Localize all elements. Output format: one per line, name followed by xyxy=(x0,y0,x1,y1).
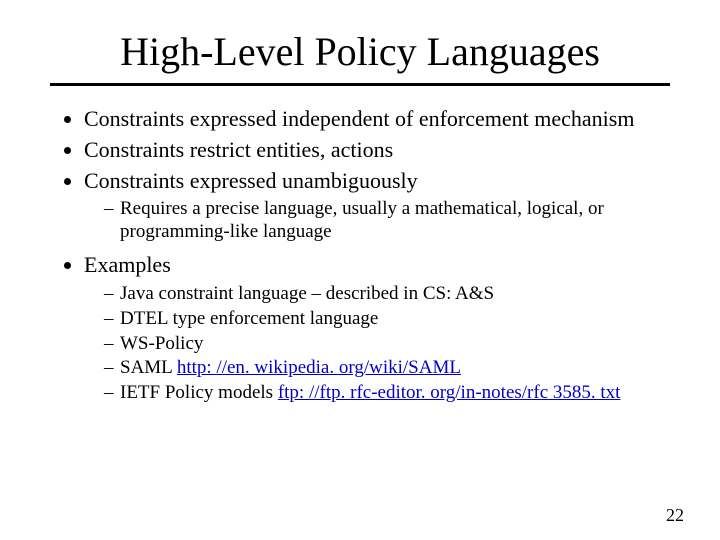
sub-bullet-text: SAML xyxy=(120,357,177,378)
sub-bullet-item: Requires a precise language, usually a m… xyxy=(104,198,670,244)
sub-bullet-text: IETF Policy models xyxy=(120,382,278,403)
bullet-text: Constraints expressed unambiguously xyxy=(84,168,418,193)
slide-title: High-Level Policy Languages xyxy=(50,28,670,75)
sub-bullet-item: IETF Policy models ftp: //ftp. rfc-edito… xyxy=(104,382,670,405)
slide: High-Level Policy Languages Constraints … xyxy=(0,0,720,540)
bullet-item: Constraints expressed independent of enf… xyxy=(84,106,670,133)
sub-bullet-item: SAML http: //en. wikipedia. org/wiki/SAM… xyxy=(104,357,670,380)
bullet-text: Examples xyxy=(84,252,171,277)
page-number: 22 xyxy=(666,505,684,526)
sub-bullet-list: Requires a precise language, usually a m… xyxy=(84,198,670,244)
bullet-list: Constraints expressed independent of enf… xyxy=(50,106,670,405)
bullet-item: Constraints expressed unambiguously Requ… xyxy=(84,168,670,244)
bullet-item: Examples Java constraint language – desc… xyxy=(84,252,670,405)
sub-bullet-item: DTEL type enforcement language xyxy=(104,308,670,331)
title-divider xyxy=(50,83,670,86)
saml-link[interactable]: http: //en. wikipedia. org/wiki/SAML xyxy=(177,357,461,378)
sub-bullet-item: WS-Policy xyxy=(104,333,670,356)
bullet-item: Constraints restrict entities, actions xyxy=(84,137,670,164)
sub-bullet-item: Java constraint language – described in … xyxy=(104,283,670,306)
ietf-link[interactable]: ftp: //ftp. rfc-editor. org/in-notes/rfc… xyxy=(278,382,621,403)
sub-bullet-list: Java constraint language – described in … xyxy=(84,283,670,405)
